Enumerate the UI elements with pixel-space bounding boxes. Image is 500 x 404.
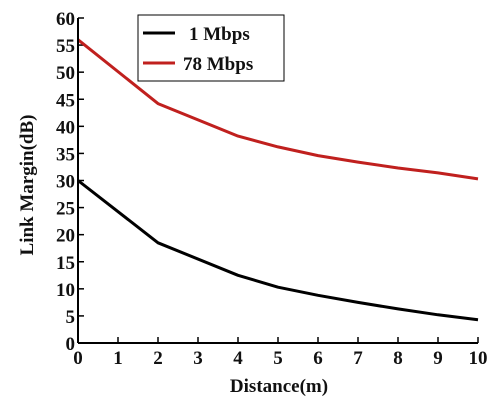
- x-axis-ticks: 0 1 2 3 4 5 6 7 8 9 10: [73, 337, 488, 369]
- y-tick-label: 30: [56, 172, 75, 193]
- x-tick-label: 1: [113, 348, 123, 369]
- y-tick-label: 55: [56, 36, 75, 57]
- series-layer: [77, 38, 479, 322]
- y-tick-label: 25: [56, 199, 75, 220]
- x-tick-label: 9: [433, 348, 443, 369]
- x-tick-label: 5: [273, 348, 283, 369]
- y-tick-label: 20: [56, 226, 75, 247]
- x-tick-label: 2: [153, 348, 163, 369]
- y-tick-label: 5: [66, 307, 76, 328]
- x-tick-label: 6: [313, 348, 323, 369]
- y-tick-label: 40: [56, 117, 75, 138]
- y-axis-ticks: 0 5 10 15 20 25 30 35 40 45 50 55 60: [56, 9, 84, 355]
- x-tick-label: 0: [73, 348, 83, 369]
- legend-box: [137, 14, 285, 82]
- y-tick-label: 0: [66, 334, 76, 355]
- x-axis-title: Distance(m): [230, 376, 328, 397]
- x-tick-label: 4: [233, 348, 243, 369]
- y-tick-label: 60: [56, 9, 75, 30]
- y-tick-label: 50: [56, 63, 75, 84]
- y-axis-title: Link Margin(dB): [17, 115, 38, 256]
- x-tick-label: 7: [353, 348, 363, 369]
- x-tick-label: 10: [469, 348, 488, 369]
- series-line-1-mbps: [77, 179, 479, 322]
- y-tick-label: 45: [56, 90, 75, 111]
- y-tick-label: 10: [56, 280, 75, 301]
- x-tick-label: 8: [393, 348, 403, 369]
- legend: 1 Mbps 78 Mbps: [137, 14, 285, 82]
- y-tick-label: 15: [56, 253, 75, 274]
- series-line-78-mbps: [77, 38, 479, 181]
- legend-label-1-mbps: 1 Mbps: [189, 24, 250, 45]
- x-tick-label: 3: [193, 348, 203, 369]
- y-tick-label: 35: [56, 144, 75, 165]
- legend-label-78-mbps: 78 Mbps: [183, 54, 253, 75]
